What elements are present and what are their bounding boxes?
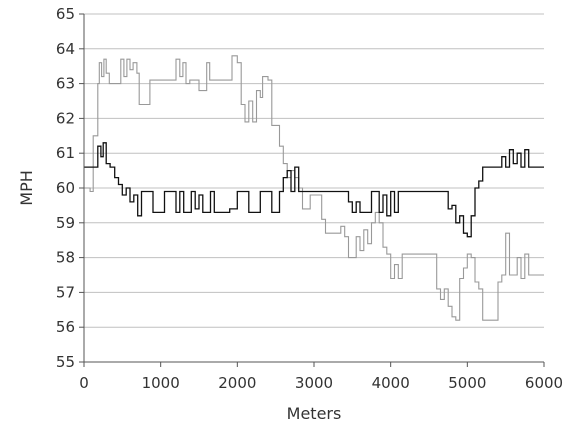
y-tick-label: 62: [56, 109, 75, 127]
y-axis-title: MPH: [17, 170, 36, 205]
y-tick-label: 57: [56, 283, 75, 301]
x-tick-label: 1000: [142, 374, 180, 392]
series-lines: [84, 55, 544, 321]
y-tick-label: 64: [56, 40, 75, 58]
series-line-gray: [84, 55, 544, 321]
x-tick-label: 3000: [295, 374, 333, 392]
series-line-black: [84, 142, 544, 238]
y-tick-label: 65: [56, 5, 75, 23]
y-tick-label: 59: [56, 214, 75, 232]
x-tick-label: 2000: [218, 374, 256, 392]
x-tick-label: 4000: [372, 374, 410, 392]
x-tick-label: 0: [79, 374, 89, 392]
x-tick-label: 6000: [525, 374, 563, 392]
y-tick-label: 63: [56, 75, 75, 93]
y-tick-label: 60: [56, 179, 75, 197]
x-axis-title: Meters: [287, 404, 342, 423]
y-tick-label: 61: [56, 144, 75, 162]
x-tick-label: 5000: [448, 374, 486, 392]
y-tick-label: 55: [56, 353, 75, 371]
y-tick-label: 58: [56, 249, 75, 267]
y-tick-labels: 55 56 57 58 59 60 61 62 63 64 65: [56, 5, 84, 371]
y-tick-label: 56: [56, 318, 75, 336]
x-tick-labels: 0 1000 2000 3000 4000 5000 6000: [79, 362, 563, 392]
gridlines: [84, 13, 544, 363]
